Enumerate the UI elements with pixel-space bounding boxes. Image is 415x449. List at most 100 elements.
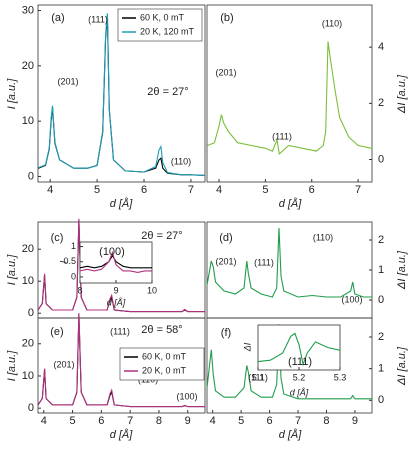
data-line bbox=[207, 41, 373, 155]
annotation: (201) bbox=[215, 256, 236, 266]
annotation: (c) bbox=[51, 232, 64, 244]
data-line bbox=[79, 250, 152, 273]
annotation: (201) bbox=[57, 76, 78, 86]
x-axis-label: d [Å] bbox=[290, 387, 309, 397]
y-tick-label: 10 bbox=[22, 370, 34, 382]
data-line bbox=[38, 13, 206, 176]
y-axis-label: I [a.u.] bbox=[6, 78, 18, 110]
plot-frame bbox=[206, 317, 373, 414]
x-tick-label: 4 bbox=[216, 184, 222, 196]
y-axis-label: ΔI bbox=[242, 342, 252, 352]
x-tick-label: 10 bbox=[147, 285, 157, 295]
x-tick-label: 8 bbox=[323, 415, 329, 427]
x-tick-label: 6 bbox=[267, 415, 273, 427]
y-tick-label: 10 bbox=[22, 275, 34, 287]
y-axis-label: I [a.u.] bbox=[6, 254, 18, 286]
data-line bbox=[37, 313, 205, 408]
y-tick-label: 1 bbox=[378, 363, 384, 375]
y-tick-label: 2 bbox=[378, 234, 384, 246]
annotation: (111) bbox=[110, 326, 130, 336]
annotation: (e) bbox=[50, 326, 63, 338]
y-axis-label: ΔI [a.u.] bbox=[396, 346, 408, 386]
annotation: (111) bbox=[272, 131, 292, 141]
y-tick-label: 0 bbox=[28, 170, 34, 182]
annotation: (111) bbox=[248, 372, 268, 382]
x-tick-label: 4 bbox=[210, 415, 216, 427]
y-axis-label: I [a.u.] bbox=[6, 350, 18, 382]
data-line bbox=[257, 332, 341, 367]
x-tick-label: 5 bbox=[69, 415, 75, 427]
plot-frame bbox=[37, 4, 206, 183]
annotation: (a) bbox=[51, 12, 64, 24]
x-tick-label: 5 bbox=[238, 415, 244, 427]
x-axis-label: d [Å] bbox=[110, 197, 134, 210]
annotation: (100) bbox=[99, 246, 125, 258]
annotation: (111) bbox=[288, 356, 312, 368]
x-tick-label: 7 bbox=[355, 184, 361, 196]
y-tick-label: 2 bbox=[378, 331, 384, 343]
annotation: (100) bbox=[341, 294, 362, 304]
annotation: 2θ = 27° bbox=[147, 86, 188, 98]
annotation: 2θ = 58° bbox=[141, 324, 182, 336]
x-tick-label: 9 bbox=[352, 415, 358, 427]
y-tick-label: 10 bbox=[22, 115, 34, 127]
y-tick-label: 0 bbox=[28, 307, 34, 319]
y-axis-label: ΔI [a.u.] bbox=[396, 250, 408, 290]
x-tick-label: 6 bbox=[98, 415, 104, 427]
y-tick-label: 30 bbox=[22, 4, 34, 16]
legend-box bbox=[117, 8, 203, 42]
x-axis-label: d [Å] bbox=[279, 197, 303, 210]
data-line bbox=[206, 227, 372, 298]
y-tick-label: 4 bbox=[378, 41, 384, 53]
annotation: (110) bbox=[313, 232, 333, 242]
x-tick-label: 5 bbox=[262, 184, 268, 196]
y-tick-label: 0 bbox=[378, 294, 384, 306]
inset-background bbox=[80, 242, 152, 283]
annotation: (201) bbox=[215, 67, 236, 77]
annotation: (201) bbox=[53, 359, 74, 369]
y-tick-label: 1 bbox=[378, 264, 384, 276]
legend-label: 20 K, 0 mT bbox=[142, 365, 187, 375]
y-tick-label: 0 bbox=[378, 394, 384, 406]
legend-label: 60 K, 0 mT bbox=[140, 12, 185, 22]
annotation: (100) bbox=[176, 391, 197, 401]
annotation: 2θ = 27° bbox=[141, 230, 182, 242]
x-axis-label: d [Å] bbox=[107, 297, 126, 307]
y-tick-label: 0.5 bbox=[63, 256, 76, 266]
x-tick-label: 8 bbox=[77, 285, 82, 295]
y-tick-label: 0 bbox=[28, 402, 34, 414]
x-tick-label: 5.2 bbox=[293, 372, 306, 382]
annotation: (f) bbox=[221, 327, 231, 339]
x-tick-label: 4 bbox=[47, 184, 53, 196]
inset-background bbox=[258, 325, 340, 370]
x-axis-label: d [Å] bbox=[279, 428, 303, 441]
legend-box bbox=[119, 347, 205, 381]
y-tick-label: 1 bbox=[71, 241, 76, 251]
x-tick-label: 5.3 bbox=[334, 372, 347, 382]
annotation: (b) bbox=[220, 12, 233, 24]
x-tick-label: 9 bbox=[185, 415, 191, 427]
x-tick-label: 5.1 bbox=[252, 372, 265, 382]
legend-label: 60 K, 0 mT bbox=[142, 351, 187, 361]
y-tick-label: 20 bbox=[22, 243, 34, 255]
x-tick-label: 7 bbox=[188, 184, 194, 196]
y-tick-label: 0 bbox=[71, 271, 76, 281]
y-tick-label: 20 bbox=[22, 60, 34, 72]
y-axis-label: I bbox=[58, 260, 68, 263]
data-line bbox=[206, 324, 372, 400]
y-tick-label: 2 bbox=[378, 97, 384, 109]
plot-frame bbox=[206, 4, 373, 183]
x-tick-label: 8 bbox=[156, 415, 162, 427]
data-line bbox=[37, 218, 205, 313]
y-axis-label: ΔI [a.u.] bbox=[396, 74, 408, 114]
annotation: (111) bbox=[254, 257, 274, 267]
annotation: (110) bbox=[171, 156, 191, 166]
plot-frame bbox=[37, 317, 206, 414]
annotation: (d) bbox=[219, 232, 232, 244]
y-tick-label: 0 bbox=[378, 153, 384, 165]
x-tick-label: 7 bbox=[127, 415, 133, 427]
x-tick-label: 6 bbox=[141, 184, 147, 196]
x-axis-label: d [Å] bbox=[110, 428, 134, 441]
y-tick-label: 20 bbox=[22, 338, 34, 350]
